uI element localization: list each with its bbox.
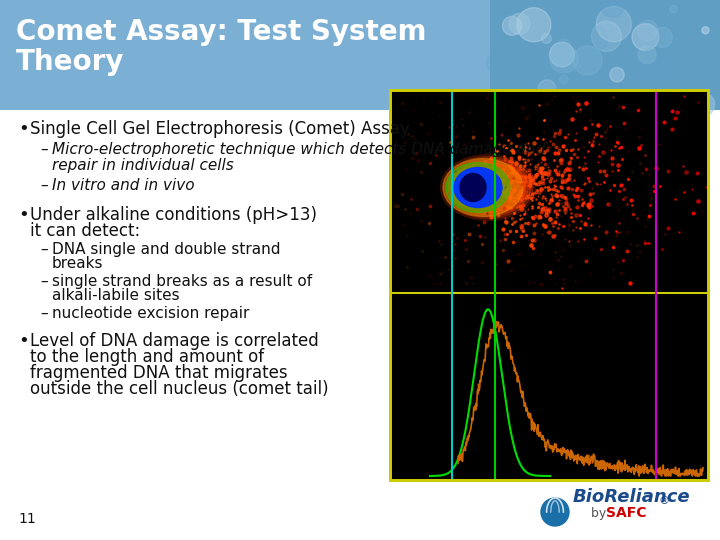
Circle shape (575, 92, 602, 118)
Circle shape (487, 53, 507, 73)
Circle shape (549, 45, 578, 73)
Text: BioReliance: BioReliance (573, 488, 690, 506)
Text: it can detect:: it can detect: (30, 222, 140, 240)
Text: –: – (40, 306, 48, 321)
Circle shape (596, 6, 631, 42)
Circle shape (702, 26, 709, 34)
Circle shape (538, 80, 556, 98)
Text: single strand breaks as a result of: single strand breaks as a result of (52, 274, 312, 289)
Circle shape (559, 75, 568, 84)
Circle shape (541, 498, 569, 526)
Text: by: by (591, 507, 611, 520)
Circle shape (549, 42, 575, 67)
Ellipse shape (446, 163, 510, 213)
Circle shape (638, 46, 656, 64)
Ellipse shape (443, 159, 523, 217)
Circle shape (517, 8, 551, 42)
Text: Micro-electrophoretic technique which detects DNA damage and: Micro-electrophoretic technique which de… (52, 142, 545, 157)
Bar (390, 90, 708, 480)
Text: Under alkaline conditions (pH>13): Under alkaline conditions (pH>13) (30, 206, 317, 224)
Ellipse shape (454, 167, 502, 207)
Bar (0, 110, 720, 540)
Text: outside the cell nucleus (comet tail): outside the cell nucleus (comet tail) (30, 380, 328, 398)
Circle shape (639, 48, 672, 80)
Circle shape (690, 92, 715, 117)
Circle shape (582, 25, 608, 51)
Circle shape (573, 46, 602, 75)
Text: ®: ® (658, 496, 669, 506)
Text: to the length and amount of: to the length and amount of (30, 348, 264, 366)
Text: 11: 11 (18, 512, 36, 526)
Circle shape (503, 16, 521, 36)
Ellipse shape (441, 154, 536, 220)
Circle shape (610, 68, 624, 82)
Circle shape (600, 0, 625, 17)
Bar (490, 0, 720, 110)
Text: fragmented DNA that migrates: fragmented DNA that migrates (30, 364, 287, 382)
Text: In vitro and in vivo: In vitro and in vivo (52, 178, 194, 193)
Text: –: – (40, 242, 48, 257)
Ellipse shape (460, 173, 486, 201)
Text: SAFC: SAFC (606, 506, 647, 520)
Ellipse shape (443, 157, 533, 219)
Bar (390, 90, 708, 480)
Circle shape (624, 0, 640, 16)
Text: nucleotide excision repair: nucleotide excision repair (52, 306, 249, 321)
Text: repair in individual cells: repair in individual cells (52, 158, 234, 173)
Circle shape (632, 24, 659, 50)
Text: •: • (18, 120, 29, 138)
Ellipse shape (448, 160, 528, 214)
Text: breaks: breaks (52, 256, 104, 271)
Text: alkali-labile sites: alkali-labile sites (52, 288, 179, 303)
Ellipse shape (451, 163, 526, 213)
Text: Theory: Theory (16, 48, 125, 76)
Ellipse shape (446, 159, 531, 217)
Bar (0, 0, 720, 110)
Circle shape (583, 103, 592, 111)
Text: –: – (40, 274, 48, 289)
Text: •: • (18, 206, 29, 224)
Text: •: • (18, 332, 29, 350)
Text: DNA single and double strand: DNA single and double strand (52, 242, 281, 257)
Circle shape (634, 91, 650, 108)
Text: Comet Assay: Test System: Comet Assay: Test System (16, 18, 426, 46)
Circle shape (509, 14, 530, 35)
Circle shape (654, 63, 678, 86)
Circle shape (591, 21, 621, 51)
Circle shape (541, 33, 552, 43)
Circle shape (652, 28, 672, 48)
Text: Level of DNA damage is correlated: Level of DNA damage is correlated (30, 332, 319, 350)
Circle shape (637, 20, 658, 40)
Circle shape (557, 39, 570, 52)
Circle shape (665, 53, 688, 77)
Text: –: – (40, 142, 48, 157)
Text: Single Cell Gel Electrophoresis (Comet) Assay: Single Cell Gel Electrophoresis (Comet) … (30, 120, 410, 138)
Circle shape (670, 6, 677, 13)
Text: –: – (40, 178, 48, 193)
